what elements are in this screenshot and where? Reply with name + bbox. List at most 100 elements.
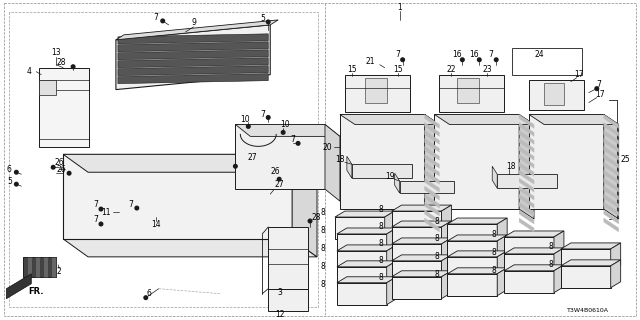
Bar — [516, 274, 524, 290]
Polygon shape — [118, 42, 268, 52]
Bar — [421, 214, 429, 230]
Text: 23: 23 — [483, 65, 492, 74]
Circle shape — [477, 58, 481, 61]
Text: 27: 27 — [248, 153, 257, 162]
Text: 27: 27 — [275, 180, 284, 189]
Polygon shape — [604, 170, 619, 184]
Polygon shape — [387, 228, 397, 256]
Circle shape — [579, 156, 591, 168]
Polygon shape — [561, 249, 611, 271]
Bar — [403, 280, 411, 296]
Bar — [421, 280, 429, 296]
Polygon shape — [340, 115, 424, 209]
Text: 8: 8 — [492, 266, 497, 275]
Text: 8: 8 — [378, 256, 383, 265]
Polygon shape — [519, 202, 534, 216]
Bar — [355, 220, 364, 236]
Polygon shape — [424, 123, 440, 136]
Text: 7: 7 — [154, 13, 158, 22]
Polygon shape — [39, 80, 56, 95]
Bar — [412, 247, 420, 263]
Bar — [103, 156, 138, 195]
Circle shape — [186, 165, 207, 186]
Polygon shape — [554, 265, 564, 293]
Bar — [429, 280, 438, 296]
Circle shape — [109, 207, 131, 228]
Bar — [451, 244, 458, 260]
Text: 15: 15 — [393, 65, 403, 74]
Circle shape — [449, 124, 462, 137]
Bar — [590, 252, 598, 268]
Polygon shape — [519, 146, 534, 160]
Polygon shape — [118, 58, 268, 68]
Bar — [297, 126, 323, 155]
Bar — [268, 159, 293, 187]
Polygon shape — [118, 50, 268, 60]
Bar — [573, 269, 580, 285]
Circle shape — [243, 133, 258, 148]
Bar — [180, 156, 214, 195]
Bar — [459, 244, 467, 260]
Polygon shape — [424, 146, 440, 160]
Polygon shape — [325, 124, 340, 201]
Circle shape — [144, 296, 148, 300]
Polygon shape — [554, 231, 564, 259]
Text: 7: 7 — [93, 214, 99, 224]
Polygon shape — [504, 248, 564, 254]
Bar — [375, 237, 383, 253]
Bar — [486, 277, 493, 293]
Text: 8: 8 — [378, 204, 383, 213]
Circle shape — [224, 207, 246, 228]
Bar — [468, 277, 476, 293]
Polygon shape — [236, 124, 340, 136]
Bar — [357, 254, 365, 270]
Bar — [468, 244, 476, 260]
Text: 8: 8 — [492, 230, 497, 239]
Text: 8: 8 — [434, 217, 439, 226]
Text: 13: 13 — [51, 48, 61, 57]
Bar — [599, 252, 607, 268]
Bar — [365, 78, 387, 102]
Polygon shape — [292, 154, 317, 257]
Text: 21: 21 — [365, 57, 374, 66]
Bar — [65, 199, 99, 237]
Bar — [514, 176, 522, 186]
Bar — [349, 270, 356, 286]
Bar — [568, 180, 602, 207]
Polygon shape — [39, 68, 89, 147]
Polygon shape — [387, 277, 397, 305]
Polygon shape — [504, 265, 564, 271]
Polygon shape — [519, 162, 534, 176]
Circle shape — [273, 165, 287, 180]
Bar — [381, 166, 388, 176]
Text: 11: 11 — [101, 208, 111, 217]
Polygon shape — [387, 245, 397, 273]
Bar — [429, 264, 438, 280]
Circle shape — [397, 156, 410, 168]
Bar — [357, 286, 365, 302]
Bar — [531, 116, 564, 144]
Text: 8: 8 — [434, 235, 439, 244]
Polygon shape — [424, 162, 440, 176]
Bar — [342, 116, 380, 144]
Polygon shape — [504, 271, 554, 293]
Polygon shape — [519, 170, 534, 184]
Polygon shape — [519, 115, 534, 128]
Polygon shape — [424, 218, 440, 232]
Bar — [534, 274, 541, 290]
Polygon shape — [447, 224, 497, 246]
Circle shape — [495, 58, 498, 61]
Text: 18: 18 — [335, 155, 345, 164]
Polygon shape — [335, 211, 395, 217]
Bar — [375, 254, 383, 270]
Bar — [340, 286, 348, 302]
Polygon shape — [118, 34, 268, 44]
Bar — [568, 116, 602, 144]
Bar — [395, 264, 403, 280]
Bar — [357, 270, 365, 286]
Text: 7: 7 — [261, 110, 266, 119]
Text: 9: 9 — [191, 18, 196, 28]
Bar — [340, 254, 348, 270]
Polygon shape — [447, 274, 497, 296]
Text: 6: 6 — [7, 165, 12, 174]
